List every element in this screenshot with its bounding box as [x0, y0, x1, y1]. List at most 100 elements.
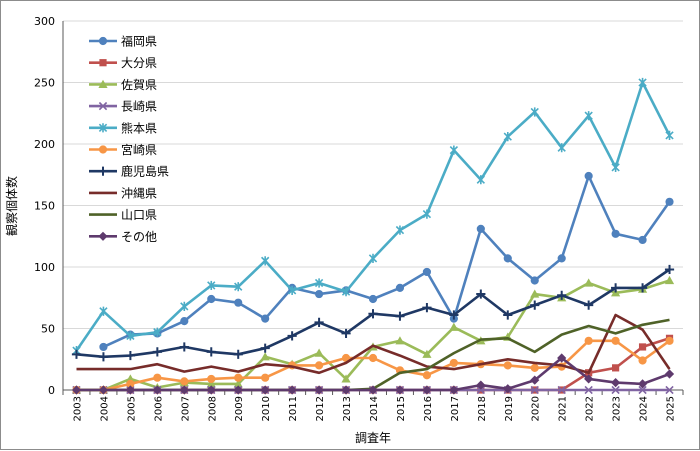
- data-point: [98, 231, 108, 241]
- x-tick-label: 2007: [180, 396, 191, 421]
- data-point: [260, 343, 270, 353]
- data-point: [422, 371, 432, 380]
- data-point: [99, 342, 108, 352]
- data-point: [664, 369, 675, 379]
- data-point: [530, 276, 539, 285]
- y-tick-label: 200: [34, 138, 55, 151]
- data-point: [99, 59, 107, 67]
- x-tick-label: 2012: [315, 396, 326, 421]
- data-point: [637, 379, 648, 389]
- data-point: [557, 353, 567, 363]
- x-tick-label: 2010: [261, 396, 272, 421]
- data-point: [71, 349, 82, 359]
- y-tick-label: 150: [34, 200, 55, 213]
- legend-label: 鹿児島県: [121, 164, 169, 179]
- data-point: [584, 385, 593, 395]
- data-point: [98, 166, 108, 176]
- data-point: [584, 278, 594, 287]
- x-tick-label: 2011: [288, 396, 299, 421]
- x-tick-label: 2024: [639, 396, 650, 421]
- data-point: [611, 336, 620, 345]
- data-point: [125, 385, 135, 395]
- data-point: [207, 294, 216, 304]
- data-point: [557, 254, 566, 263]
- data-point: [611, 283, 621, 293]
- data-point: [341, 374, 351, 383]
- data-point: [287, 331, 297, 341]
- legend-item: 福岡県: [89, 34, 157, 49]
- data-point: [476, 385, 485, 395]
- data-point: [638, 235, 647, 245]
- legend-item: 長崎県: [89, 100, 157, 114]
- data-point: [503, 254, 512, 263]
- data-point: [611, 378, 621, 388]
- data-point: [638, 77, 647, 88]
- data-point: [125, 350, 135, 361]
- data-point: [449, 385, 459, 395]
- y-tick-label: 50: [41, 323, 55, 336]
- y-tick-label: 100: [34, 261, 55, 274]
- x-axis-title: 調査年: [355, 431, 391, 445]
- data-point: [260, 352, 270, 361]
- legend-label: 山口県: [121, 208, 157, 222]
- data-point: [234, 282, 243, 292]
- data-point: [584, 111, 593, 121]
- x-tick-label: 2019: [504, 396, 515, 421]
- data-point: [665, 385, 674, 395]
- y-tick-label: 250: [34, 77, 55, 90]
- data-point: [368, 385, 378, 395]
- data-point: [180, 301, 189, 311]
- data-point: [233, 385, 243, 395]
- data-point: [557, 290, 567, 300]
- data-point: [611, 229, 620, 238]
- data-point: [368, 353, 378, 363]
- series-1: [99, 171, 674, 352]
- series-7: [71, 264, 675, 362]
- data-point: [99, 306, 108, 316]
- data-point: [314, 361, 324, 370]
- legend-item: 佐賀県: [89, 78, 157, 92]
- data-point: [449, 145, 459, 155]
- data-point: [503, 361, 512, 370]
- data-point: [584, 336, 593, 345]
- legend-item: 宮崎県: [89, 142, 157, 157]
- x-tick-label: 2022: [585, 396, 596, 421]
- legend-label: 福岡県: [121, 34, 157, 49]
- data-point: [476, 224, 485, 233]
- x-tick-label: 2004: [99, 396, 110, 421]
- data-point: [261, 314, 270, 323]
- data-point: [179, 342, 189, 352]
- data-point: [476, 380, 486, 390]
- data-point: [503, 132, 512, 142]
- data-point: [611, 385, 620, 395]
- data-point: [152, 385, 162, 395]
- data-point: [665, 130, 674, 140]
- legend-label: 長崎県: [121, 100, 157, 114]
- x-tick-label: 2016: [423, 396, 434, 421]
- legend-label: 宮崎県: [121, 142, 157, 157]
- legend-label: 大分県: [121, 56, 157, 70]
- data-point: [206, 379, 216, 388]
- data-point: [449, 358, 458, 368]
- data-point: [314, 278, 324, 288]
- data-point: [98, 352, 109, 362]
- data-point: [638, 343, 647, 351]
- data-point: [422, 349, 432, 358]
- data-point: [395, 311, 405, 321]
- data-point: [207, 280, 216, 291]
- data-point: [260, 385, 270, 395]
- legend-label: 佐賀県: [121, 78, 157, 92]
- data-point: [287, 285, 297, 295]
- data-point: [153, 373, 162, 382]
- x-tick-label: 2015: [396, 396, 407, 421]
- legend-label: 熊本県: [121, 120, 157, 135]
- data-point: [98, 145, 108, 154]
- data-point: [638, 385, 647, 395]
- data-point: [557, 385, 566, 395]
- data-point: [368, 253, 378, 263]
- data-point: [530, 107, 539, 117]
- data-point: [152, 347, 162, 357]
- data-point: [368, 294, 378, 304]
